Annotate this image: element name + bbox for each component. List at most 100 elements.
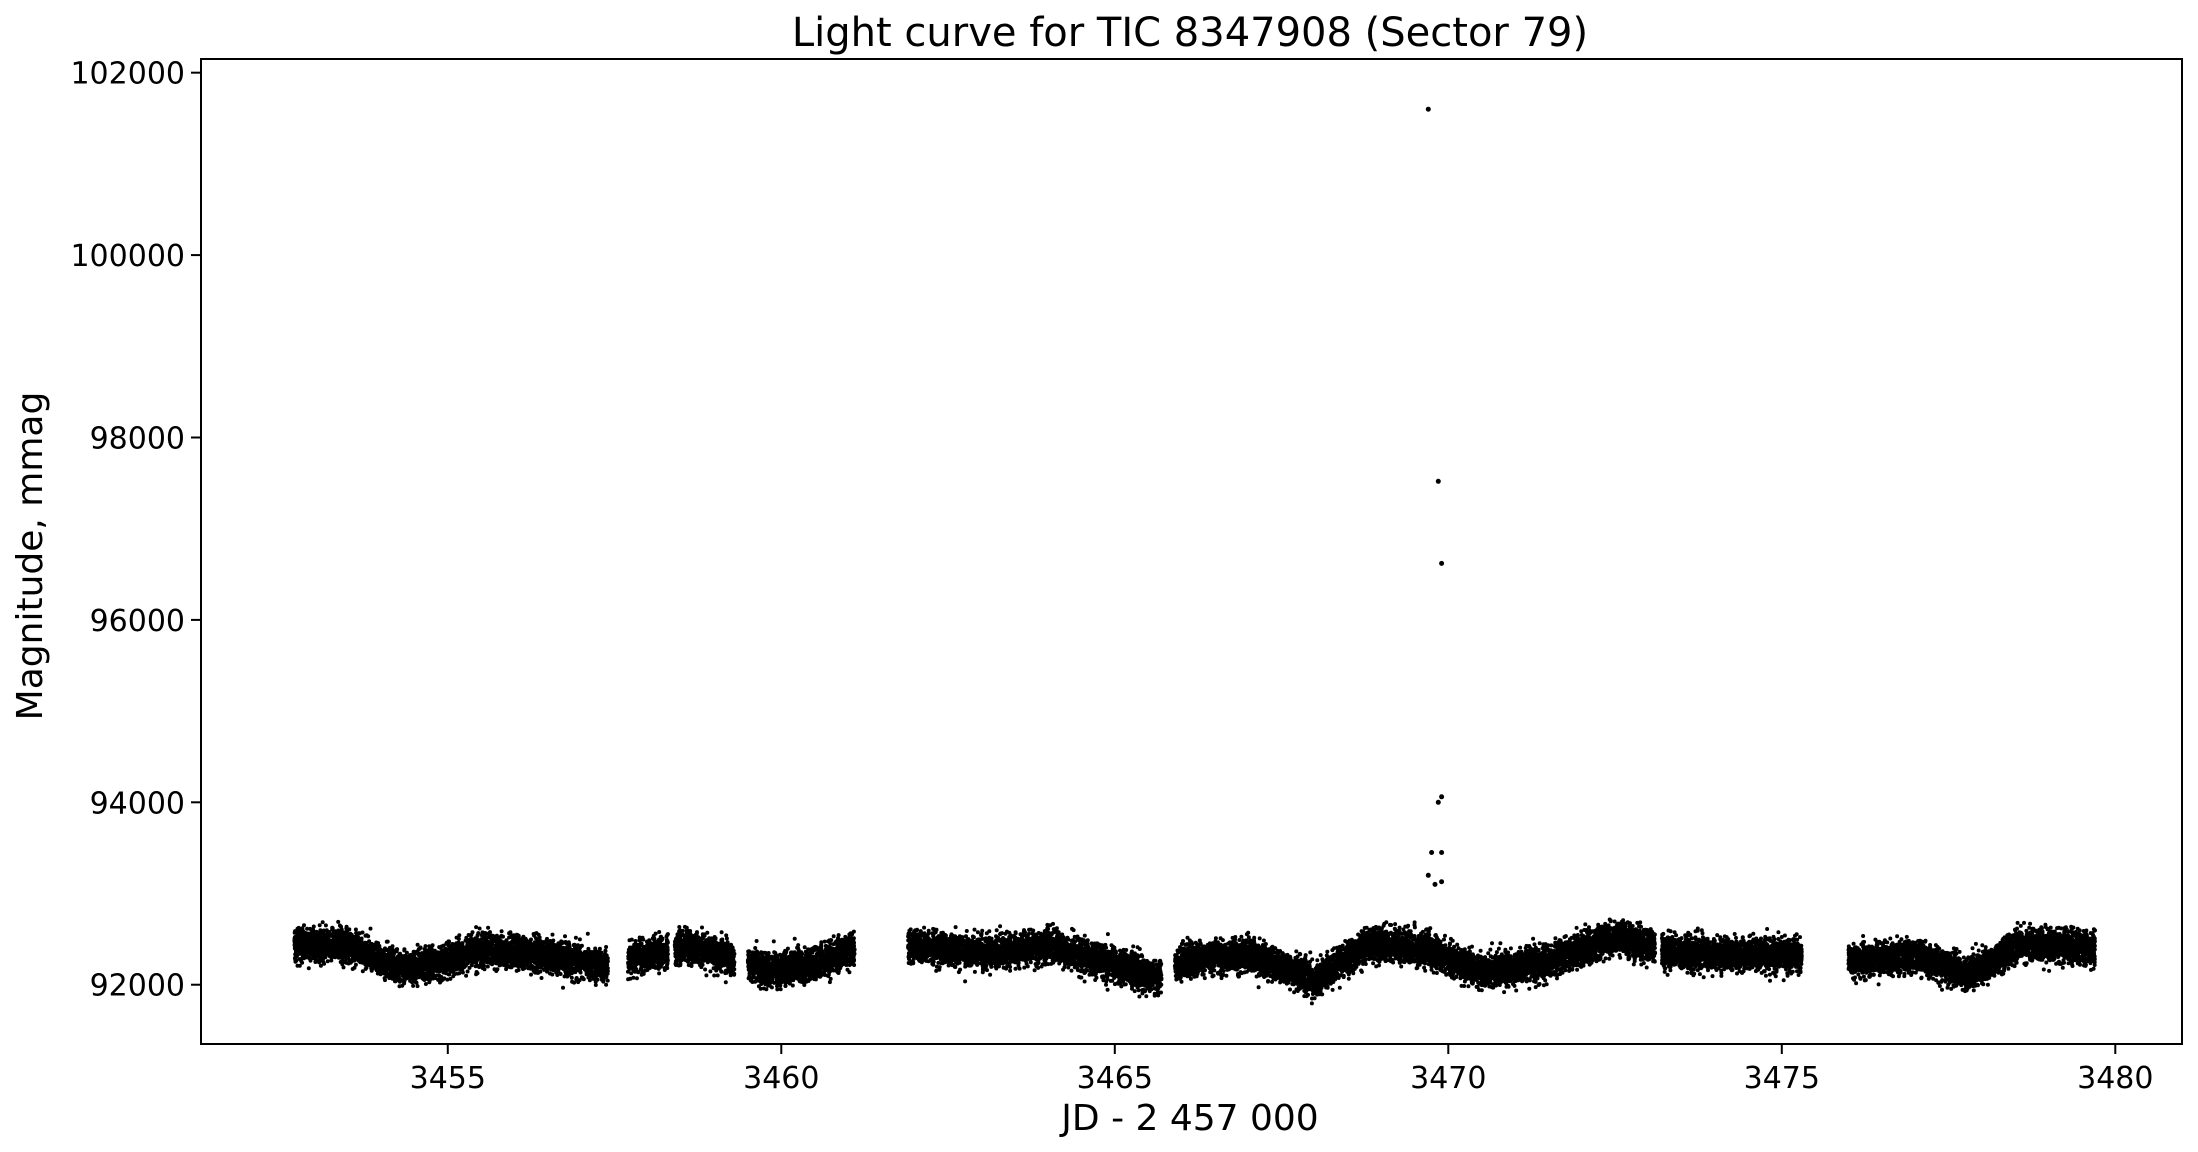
- data-point: [322, 944, 326, 949]
- data-point: [415, 984, 420, 989]
- data-point: [413, 965, 418, 970]
- data-point: [442, 957, 446, 962]
- data-point: [331, 945, 336, 950]
- data-point: [343, 959, 348, 964]
- data-point: [560, 948, 565, 953]
- data-point: [591, 957, 596, 962]
- data-point: [593, 983, 598, 987]
- data-point: [446, 972, 451, 977]
- data-point: [390, 947, 395, 952]
- data-point: [533, 970, 538, 975]
- data-point: [649, 945, 654, 950]
- data-point: [311, 924, 316, 929]
- data-point: [577, 937, 582, 942]
- data-point: [422, 955, 427, 960]
- data-point: [641, 971, 646, 976]
- data-point: [585, 931, 590, 936]
- data-point: [474, 954, 479, 959]
- data-point: [467, 959, 472, 964]
- data-point: [387, 962, 392, 967]
- data-point: [486, 925, 491, 930]
- data-point: [346, 956, 351, 961]
- data-point: [446, 957, 451, 962]
- data-point: [503, 954, 507, 959]
- chart-title: Light curve for TIC 8347908 (Sector 79): [792, 10, 1588, 56]
- data-point: [476, 944, 481, 949]
- data-point: [524, 941, 529, 945]
- data-point: [433, 962, 438, 967]
- data-point: [663, 942, 668, 947]
- data-point: [402, 948, 407, 953]
- data-point: [302, 956, 306, 961]
- data-point: [520, 959, 525, 964]
- data-point: [603, 949, 608, 954]
- data-point: [499, 929, 504, 934]
- data-point: [384, 939, 389, 944]
- data-point: [604, 963, 609, 967]
- data-point: [538, 969, 543, 974]
- data-point: [518, 950, 523, 955]
- data-point: [317, 923, 322, 928]
- data-point: [386, 954, 391, 959]
- data-point: [306, 966, 311, 971]
- data-point: [535, 939, 539, 944]
- data-point: [391, 961, 396, 966]
- data-point: [571, 966, 576, 971]
- data-point: [306, 939, 311, 943]
- data-point: [448, 976, 453, 981]
- data-point: [659, 934, 663, 939]
- data-point: [483, 953, 487, 957]
- data-point: [395, 959, 400, 964]
- data-point: [550, 932, 555, 937]
- data-point: [502, 961, 507, 966]
- data-point: [334, 939, 339, 944]
- data-point: [655, 948, 660, 953]
- data-point: [527, 945, 532, 950]
- data-point: [457, 933, 462, 938]
- data-point: [456, 936, 461, 941]
- data-point: [649, 955, 654, 960]
- data-point: [657, 971, 662, 976]
- data-point: [329, 954, 334, 959]
- data-point: [505, 949, 510, 954]
- data-point: [578, 970, 583, 975]
- data-point: [500, 941, 505, 946]
- data-point: [492, 967, 497, 972]
- data-point: [397, 975, 402, 980]
- data-point: [636, 969, 641, 974]
- data-point: [570, 948, 575, 952]
- data-point: [511, 959, 515, 964]
- data-point: [412, 972, 417, 976]
- data-point: [664, 934, 669, 939]
- data-point: [474, 925, 479, 930]
- data-point: [359, 938, 364, 943]
- data-point: [563, 934, 567, 939]
- data-point: [464, 973, 469, 978]
- data-point: [387, 948, 391, 953]
- data-point: [489, 940, 494, 945]
- data-point: [573, 935, 578, 940]
- data-point: [424, 966, 429, 971]
- data-point: [511, 947, 516, 952]
- data-point: [372, 957, 377, 962]
- data-point: [487, 935, 492, 940]
- data-point: [636, 961, 641, 966]
- data-point: [450, 942, 455, 946]
- data-point: [303, 932, 308, 937]
- data-point: [313, 942, 318, 947]
- data-point: [515, 939, 520, 944]
- data-point: [367, 957, 372, 962]
- data-point: [428, 971, 433, 976]
- data-point: [475, 971, 480, 976]
- data-point: [539, 976, 544, 980]
- data-point: [592, 962, 597, 967]
- data-point: [605, 956, 610, 961]
- data-point: [382, 976, 387, 981]
- data-point: [341, 965, 346, 970]
- data-point: [370, 947, 375, 952]
- data-point: [435, 950, 440, 955]
- data-point: [464, 953, 469, 958]
- data-point: [404, 967, 408, 972]
- data-point: [633, 939, 638, 943]
